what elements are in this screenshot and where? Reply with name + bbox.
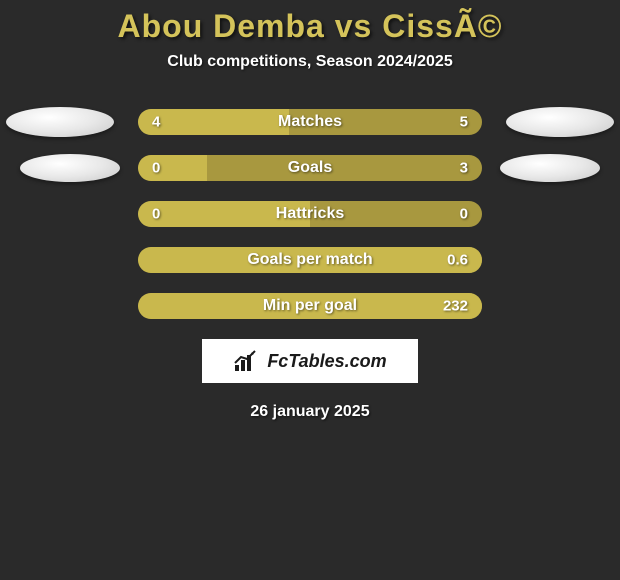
- stat-label: Min per goal: [263, 297, 357, 315]
- stat-row-hattricks: 0 Hattricks 0: [0, 201, 620, 227]
- stat-bar: Min per goal 232: [138, 293, 482, 319]
- stat-row-goals: 0 Goals 3: [0, 155, 620, 181]
- stat-row-matches: 4 Matches 5: [0, 109, 620, 135]
- player-right-avatar-icon: [506, 107, 614, 137]
- stat-value-left: 0: [152, 206, 160, 223]
- bar-fill-left: [138, 109, 289, 135]
- stat-value-left: 4: [152, 114, 160, 131]
- stat-bar: 0 Hattricks 0: [138, 201, 482, 227]
- stat-value-right: 232: [443, 298, 468, 315]
- stat-label: Goals: [288, 159, 332, 177]
- stat-bar: Goals per match 0.6: [138, 247, 482, 273]
- stat-row-mpg: Min per goal 232: [0, 293, 620, 319]
- bar-fill-left: [138, 155, 207, 181]
- page-subtitle: Club competitions, Season 2024/2025: [0, 53, 620, 71]
- stat-value-right: 5: [460, 114, 468, 131]
- stat-label: Hattricks: [276, 205, 344, 223]
- logo-text: FcTables.com: [267, 351, 386, 372]
- player-left-avatar-icon: [20, 154, 120, 182]
- stat-label: Matches: [278, 113, 342, 131]
- main-container: Abou Demba vs CissÃ© Club competitions, …: [0, 0, 620, 421]
- stats-area: 4 Matches 5 0 Goals 3 0 Hattricks 0: [0, 109, 620, 319]
- chart-icon: [233, 349, 261, 373]
- page-title: Abou Demba vs CissÃ©: [0, 8, 620, 45]
- stat-value-right: 3: [460, 160, 468, 177]
- stat-value-left: 0: [152, 160, 160, 177]
- stat-row-gpm: Goals per match 0.6: [0, 247, 620, 273]
- player-right-avatar-icon: [500, 154, 600, 182]
- stat-bar: 4 Matches 5: [138, 109, 482, 135]
- stat-label: Goals per match: [247, 251, 372, 269]
- stat-value-right: 0.6: [447, 252, 468, 269]
- stat-bar: 0 Goals 3: [138, 155, 482, 181]
- stat-value-right: 0: [460, 206, 468, 223]
- footer-date: 26 january 2025: [0, 403, 620, 421]
- logo-box[interactable]: FcTables.com: [202, 339, 418, 383]
- player-left-avatar-icon: [6, 107, 114, 137]
